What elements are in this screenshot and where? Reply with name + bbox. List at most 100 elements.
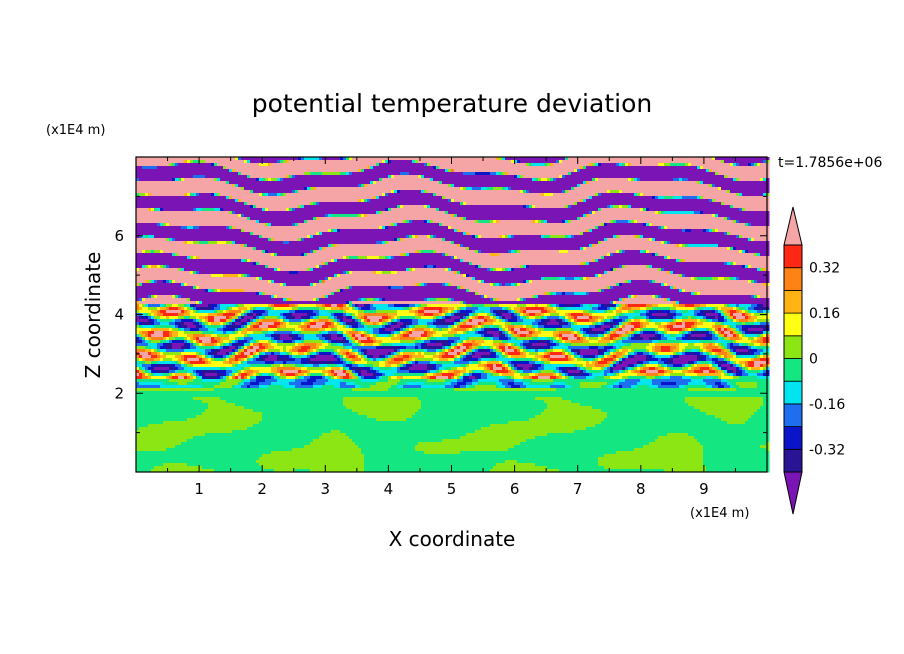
field-cell <box>334 361 344 365</box>
field-cell <box>517 367 521 371</box>
field-cell <box>205 160 245 164</box>
field-cell <box>628 334 632 338</box>
field-cell <box>724 310 728 314</box>
field-cell <box>571 325 590 329</box>
field-cell <box>754 364 761 368</box>
field-cell <box>580 328 584 332</box>
field-cell <box>670 328 683 332</box>
field-cell <box>511 187 572 191</box>
field-cell <box>715 370 719 374</box>
field-cell <box>475 325 479 329</box>
field-cell <box>742 328 749 332</box>
field-cell <box>334 322 338 326</box>
field-cell <box>481 295 485 299</box>
field-cell <box>151 346 158 350</box>
x-tick-label: 5 <box>447 480 457 498</box>
field-cell <box>283 355 287 359</box>
field-cell <box>697 322 704 326</box>
field-cell <box>400 337 416 341</box>
field-cell <box>454 328 467 332</box>
field-cell <box>640 325 644 329</box>
field-cell <box>577 367 581 371</box>
field-cell <box>553 334 557 338</box>
colorbar-extend-top <box>783 206 803 246</box>
field-cell <box>604 367 608 371</box>
field-cell <box>496 364 503 368</box>
field-cell <box>217 334 230 338</box>
field-cell <box>244 187 305 191</box>
field-cell <box>592 328 605 332</box>
field-cell <box>235 169 359 173</box>
field-cell <box>232 184 236 188</box>
field-cell <box>421 400 545 404</box>
field-cell <box>508 343 512 347</box>
field-cell <box>571 373 584 377</box>
field-cell <box>694 304 701 308</box>
field-cell <box>742 373 749 377</box>
field-cell <box>457 382 467 386</box>
field-cell <box>244 304 269 308</box>
field-cell <box>136 337 140 341</box>
field-cell <box>601 331 605 335</box>
field-cell <box>499 298 518 302</box>
field-cell <box>244 244 248 248</box>
field-cell <box>565 292 575 296</box>
field-cell <box>469 331 476 335</box>
field-cell <box>382 226 386 230</box>
field-cell <box>301 157 305 161</box>
field-cell <box>373 331 380 335</box>
field-cell <box>622 385 632 389</box>
field-cell <box>256 220 260 224</box>
field-cell <box>604 331 608 335</box>
field-cell <box>298 304 317 308</box>
field-cell <box>442 355 455 359</box>
field-cell <box>709 349 713 353</box>
field-cell <box>511 313 515 317</box>
field-cell <box>349 172 353 176</box>
field-cell <box>736 322 743 326</box>
field-cell <box>538 358 542 362</box>
field-cell <box>250 319 254 323</box>
field-cell <box>460 355 464 359</box>
field-cell <box>253 205 257 209</box>
field-cell <box>424 343 428 347</box>
field-cell <box>751 415 770 419</box>
field-cell <box>676 355 680 359</box>
field-cell <box>172 376 179 380</box>
field-cell <box>448 283 452 287</box>
field-cell <box>478 328 482 332</box>
field-cell <box>385 328 395 332</box>
field-cell <box>718 385 725 389</box>
field-cell <box>280 160 284 164</box>
field-cell <box>328 379 344 383</box>
field-cell <box>532 376 539 380</box>
field-cell <box>445 349 449 353</box>
field-cell <box>580 232 584 236</box>
field-cell <box>643 325 647 329</box>
field-cell <box>601 352 605 356</box>
field-cell <box>322 325 329 329</box>
field-cell <box>331 430 341 434</box>
field-cell <box>235 355 248 359</box>
field-cell <box>547 316 560 320</box>
field-cell <box>724 373 728 377</box>
field-cell <box>508 328 512 332</box>
field-cell <box>526 307 545 311</box>
field-cell <box>694 352 701 356</box>
field-cell <box>583 358 590 362</box>
field-cell <box>217 373 224 377</box>
field-cell <box>571 322 575 326</box>
field-cell <box>481 427 587 431</box>
field-cell <box>697 364 710 368</box>
field-cell <box>343 307 350 311</box>
field-cell <box>199 328 209 332</box>
field-cell <box>265 178 269 182</box>
field-cell <box>253 346 260 350</box>
field-cell <box>154 331 164 335</box>
field-cell <box>547 337 554 341</box>
field-cell <box>223 208 263 212</box>
field-cell <box>457 373 461 377</box>
field-cell <box>337 289 341 293</box>
field-cell <box>199 319 203 323</box>
field-cell <box>496 298 500 302</box>
